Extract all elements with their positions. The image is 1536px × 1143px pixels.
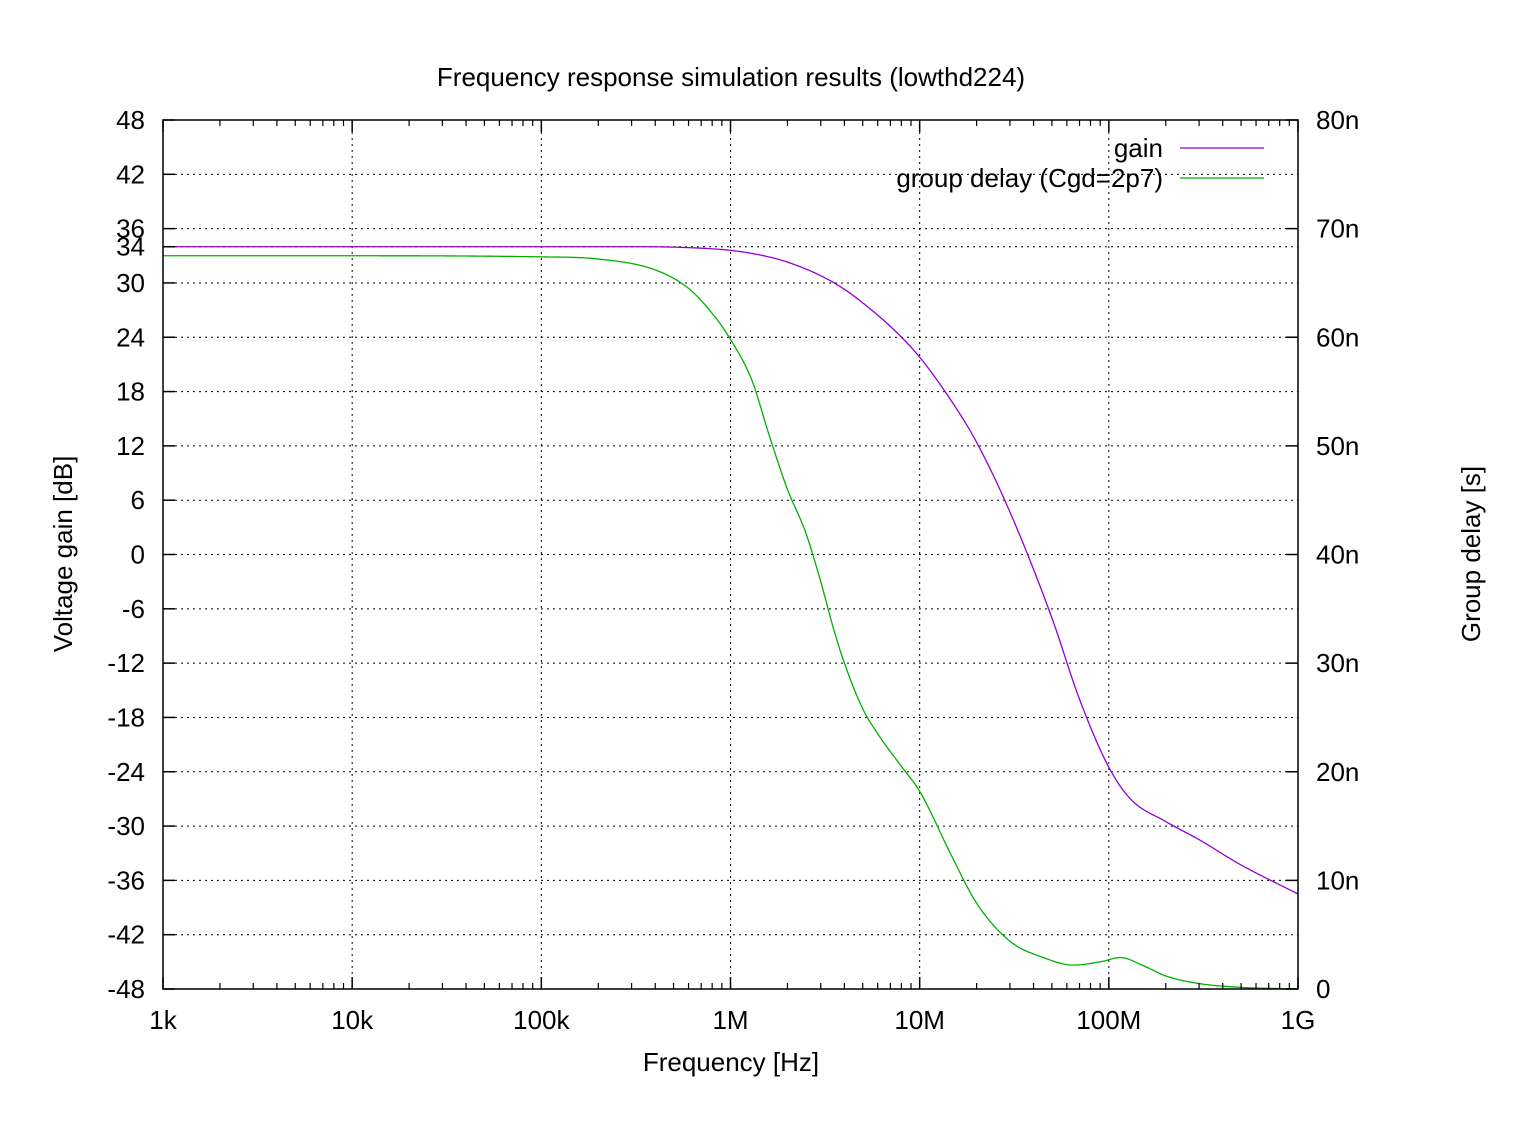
x-axis-title: Frequency [Hz]	[643, 1047, 819, 1077]
y2-tick-label: 40n	[1316, 540, 1359, 570]
y-tick-label: 24	[116, 322, 145, 352]
y2-tick-label: 10n	[1316, 865, 1359, 895]
y-tick-label: -18	[107, 702, 145, 732]
grid-lines	[163, 120, 1298, 989]
y-tick-label: -24	[107, 757, 145, 787]
y2-axis-title: Group delay [s]	[1456, 466, 1486, 642]
y2-tick-label: 50n	[1316, 431, 1359, 461]
x-tick-label: 1G	[1281, 1005, 1316, 1035]
y-tick-label: -6	[122, 594, 145, 624]
y2-tick-label: 80n	[1316, 105, 1359, 135]
x-tick-label: 1k	[149, 1005, 177, 1035]
y-tick-label: 0	[131, 540, 145, 570]
tick-marks	[162, 119, 1299, 990]
series-line-group-delay	[163, 255, 1299, 990]
series-line-gain	[163, 246, 1299, 895]
x-tick-label: 100k	[513, 1005, 570, 1035]
y2-tick-labels: 80n 70n 60n 50n 40n 30n 20n 10n 0	[1316, 105, 1359, 1004]
y-tick-label: 48	[116, 105, 145, 135]
y-tick-label: -30	[107, 811, 145, 841]
y2-tick-label: 60n	[1316, 322, 1359, 352]
y-tick-label: 6	[131, 485, 145, 515]
y2-tick-label: 70n	[1316, 214, 1359, 244]
y-axis-title: Voltage gain [dB]	[48, 456, 78, 653]
x-tick-label: 100M	[1076, 1005, 1141, 1035]
y-tick-label: -12	[107, 648, 145, 678]
data-series	[163, 246, 1299, 990]
y-tick-label: 34	[116, 232, 145, 262]
y2-tick-label: 30n	[1316, 648, 1359, 678]
y-tick-label: -36	[107, 865, 145, 895]
y-tick-label: 12	[116, 431, 145, 461]
y-tick-label: 18	[116, 377, 145, 407]
legend-label-group-delay: group delay (Cgd=2p7)	[896, 163, 1163, 193]
y-tick-label: 30	[116, 268, 145, 298]
chart-title: Frequency response simulation results (l…	[437, 62, 1025, 92]
y-tick-label: 36	[116, 214, 145, 244]
y-tick-label: -48	[107, 974, 145, 1004]
y-tick-label: -42	[107, 920, 145, 950]
legend-label-gain: gain	[1114, 133, 1163, 163]
y2-tick-label: 20n	[1316, 757, 1359, 787]
y2-tick-label: 0	[1316, 974, 1330, 1004]
x-tick-label: 1M	[712, 1005, 748, 1035]
y-tick-label: 42	[116, 159, 145, 189]
x-tick-labels: 1k 10k 100k 1M 10M 100M 1G	[149, 1005, 1315, 1035]
x-tick-label: 10M	[894, 1005, 945, 1035]
x-tick-label: 10k	[331, 1005, 374, 1035]
